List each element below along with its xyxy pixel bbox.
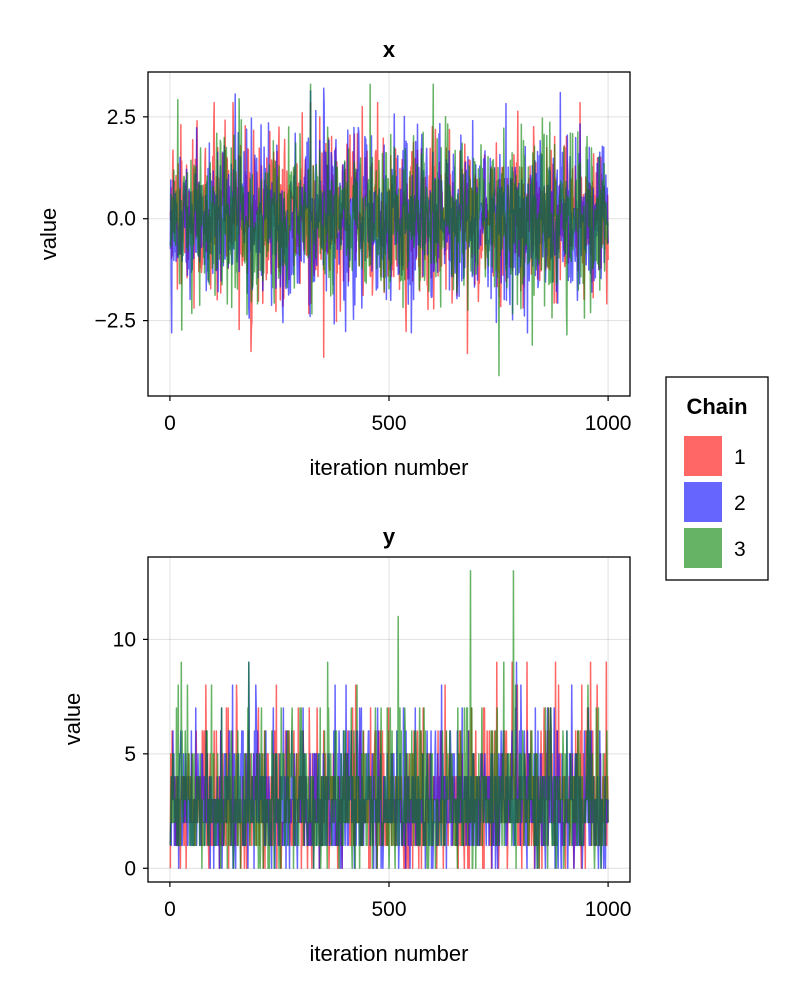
title-x: x [383,37,396,62]
legend: Chain 1 2 3 [665,376,769,581]
legend-swatch-chain-2 [684,482,722,522]
ylabel-y: value [60,693,85,746]
title-y: y [383,524,396,549]
ytick-label-x-1: 0.0 [107,208,136,231]
traces-y [169,569,609,870]
xlabel-y: iteration number [310,941,469,966]
xtick-label-x-0: 0 [164,412,176,435]
xtick-label-y-1: 500 [371,898,406,921]
legend-label-chain-3: 3 [734,538,746,561]
ytick-label-x-0: −2.5 [95,310,136,333]
legend-swatch-chain-3 [684,528,722,568]
legend-label-chain-2: 2 [734,492,746,515]
ticks-x: 0 500 1000 −2.5 0.0 2.5 [95,106,632,435]
legend-swatch-chain-1 [684,436,722,476]
xtick-label-y-0: 0 [164,898,176,921]
trace-x-chain-3 [169,83,609,377]
ticks-y: 0 500 1000 0 5 10 [113,628,632,921]
xtick-label-x-1: 500 [371,412,406,435]
xtick-label-y-2: 1000 [585,898,632,921]
xlabel-x: iteration number [310,455,469,480]
ytick-label-y-1: 5 [124,743,136,766]
legend-label-chain-1: 1 [734,446,746,469]
ytick-label-y-2: 10 [113,628,136,651]
xtick-label-x-2: 1000 [585,412,632,435]
panel-y: 0 500 1000 0 5 10 y iteration number value [60,524,631,966]
trace-y-chain-3 [169,569,609,870]
ytick-label-x-2: 2.5 [107,106,136,129]
legend-title: Chain [686,394,747,419]
traces-x [169,83,609,377]
panel-x: 0 500 1000 −2.5 0.0 2.5 x iteration number va… [36,37,631,480]
ylabel-x: value [36,208,61,261]
ytick-label-y-0: 0 [124,857,136,880]
